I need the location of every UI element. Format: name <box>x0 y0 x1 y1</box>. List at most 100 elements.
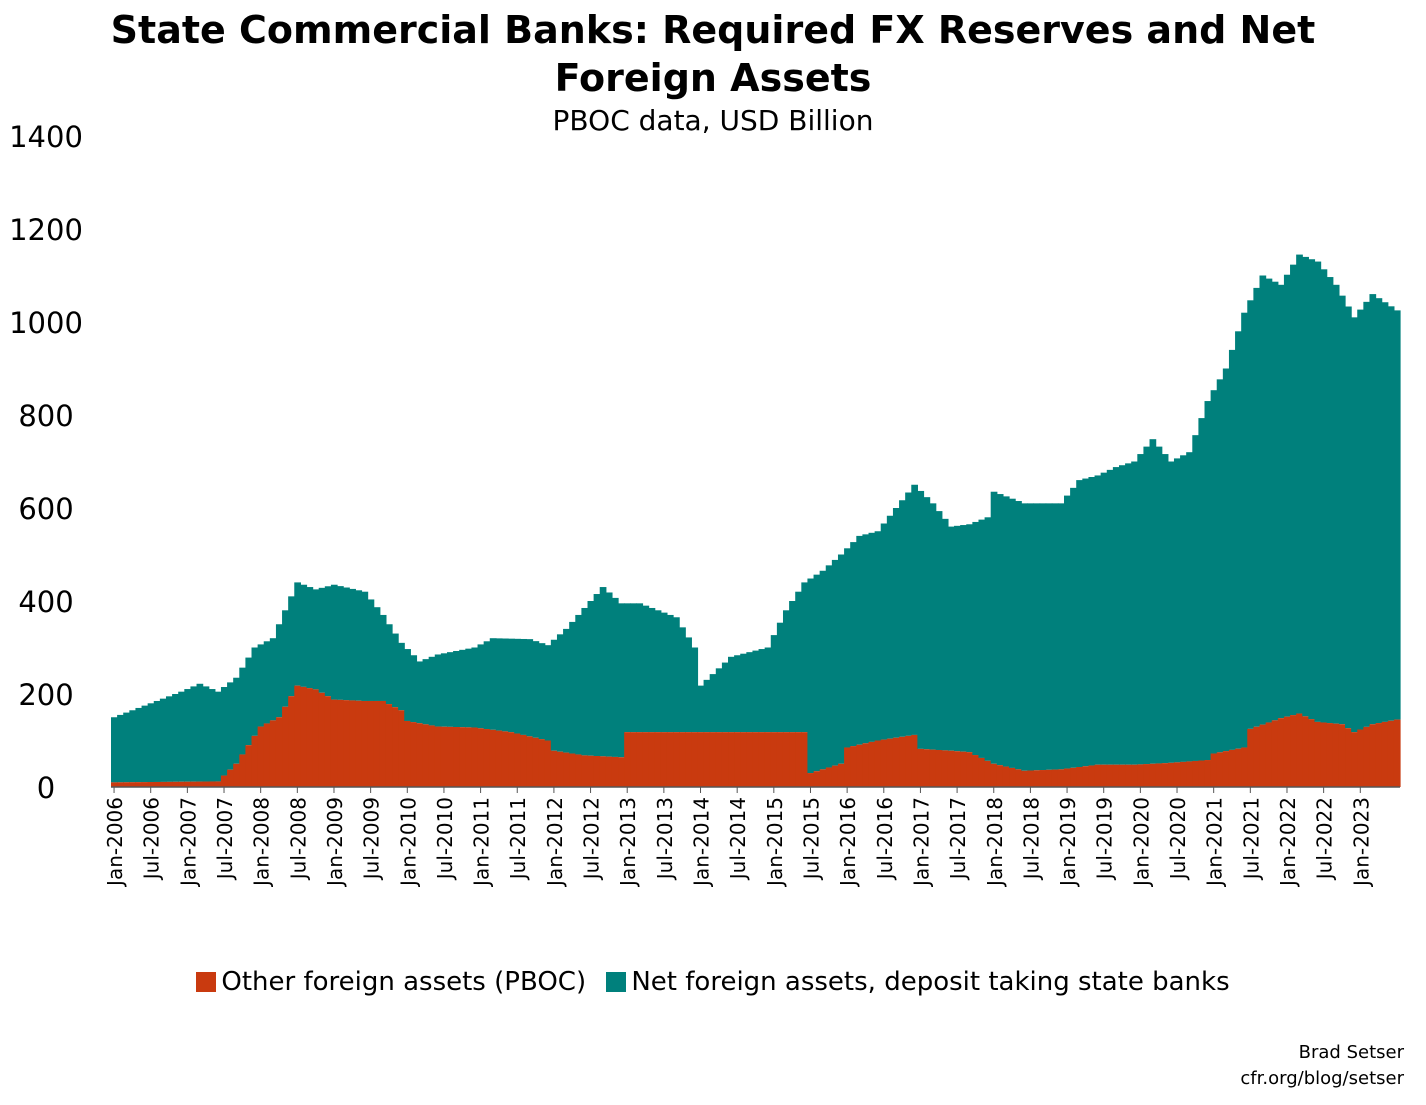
legend-label: Net foreign assets, deposit taking state… <box>631 967 1230 997</box>
bar-net-foreign-assets <box>1143 446 1151 765</box>
bar-other-foreign-assets <box>227 769 234 787</box>
bar-other-foreign-assets <box>129 782 137 787</box>
bar-other-foreign-assets <box>569 753 576 787</box>
bar-other-foreign-assets <box>184 781 192 787</box>
x-tick-label: Jul-2011 <box>506 797 530 881</box>
bar-other-foreign-assets <box>306 688 314 787</box>
bar-other-foreign-assets <box>196 781 204 787</box>
bar-net-foreign-assets <box>1100 472 1108 765</box>
y-tick-label: 1200 <box>9 213 83 247</box>
bar-net-foreign-assets <box>447 652 454 727</box>
bar-other-foreign-assets <box>1345 728 1352 787</box>
bar-net-foreign-assets <box>434 654 442 727</box>
bar-net-foreign-assets <box>275 624 283 718</box>
bar-other-foreign-assets <box>886 738 894 787</box>
bar-other-foreign-assets <box>1070 767 1077 787</box>
bar-other-foreign-assets <box>856 744 864 787</box>
bar-net-foreign-assets <box>117 714 124 783</box>
bar-net-foreign-assets <box>196 683 204 782</box>
bar-net-foreign-assets <box>453 650 460 728</box>
bar-other-foreign-assets <box>776 732 784 787</box>
bar-net-foreign-assets <box>1045 503 1053 770</box>
bar-net-foreign-assets <box>618 603 625 758</box>
bar-net-foreign-assets <box>355 590 363 701</box>
bar-net-foreign-assets <box>202 686 210 782</box>
bar-net-foreign-assets <box>905 492 912 736</box>
bar-other-foreign-assets <box>709 732 717 787</box>
bar-net-foreign-assets <box>227 682 234 770</box>
bar-net-foreign-assets <box>740 653 747 733</box>
bar-other-foreign-assets <box>544 740 552 787</box>
bar-net-foreign-assets <box>1064 495 1071 769</box>
y-tick-label: 400 <box>18 585 73 619</box>
bar-net-foreign-assets <box>251 647 259 736</box>
bar-net-foreign-assets <box>1161 454 1169 764</box>
bar-net-foreign-assets <box>1027 503 1035 771</box>
bar-net-foreign-assets <box>746 652 754 733</box>
bar-net-foreign-assets <box>709 674 717 733</box>
bar-other-foreign-assets <box>1235 748 1242 787</box>
bar-other-foreign-assets <box>385 704 393 787</box>
bar-net-foreign-assets <box>636 603 644 733</box>
bar-net-foreign-assets <box>172 694 179 782</box>
bar-net-foreign-assets <box>165 696 173 782</box>
bar-net-foreign-assets <box>831 559 839 766</box>
bar-net-foreign-assets <box>1387 306 1395 721</box>
bar-other-foreign-assets <box>1015 769 1022 787</box>
bar-other-foreign-assets <box>764 732 772 787</box>
y-tick-label: 0 <box>37 771 55 805</box>
bar-other-foreign-assets <box>611 756 619 787</box>
bar-net-foreign-assets <box>947 526 955 751</box>
bar-net-foreign-assets <box>1363 301 1371 727</box>
bar-other-foreign-assets <box>1277 718 1285 787</box>
bar-other-foreign-assets <box>966 752 973 788</box>
bar-net-foreign-assets <box>697 685 705 733</box>
x-tick-label: Jul-2022 <box>1313 797 1337 881</box>
bar-net-foreign-assets <box>1180 455 1187 762</box>
bar-net-foreign-assets <box>257 644 265 727</box>
bar-other-foreign-assets <box>685 732 692 787</box>
bar-other-foreign-assets <box>1082 766 1090 787</box>
bar-net-foreign-assets <box>837 554 845 764</box>
bar-net-foreign-assets <box>728 656 735 733</box>
legend-label: Other foreign assets (PBOC) <box>221 967 587 997</box>
bar-other-foreign-assets <box>483 729 491 787</box>
bar-other-foreign-assets <box>1186 761 1193 787</box>
bar-net-foreign-assets <box>220 687 228 776</box>
bar-net-foreign-assets <box>178 691 185 782</box>
bar-net-foreign-assets <box>1296 254 1303 714</box>
bar-other-foreign-assets <box>923 749 931 787</box>
bar-other-foreign-assets <box>954 751 961 787</box>
bar-net-foreign-assets <box>520 638 528 735</box>
bar-other-foreign-assets <box>1363 726 1371 787</box>
bar-other-foreign-assets <box>343 700 350 787</box>
bar-net-foreign-assets <box>624 603 631 733</box>
bar-net-foreign-assets <box>544 645 552 741</box>
bar-other-foreign-assets <box>563 752 570 787</box>
bar-other-foreign-assets <box>556 751 564 787</box>
bar-net-foreign-assets <box>1198 418 1206 761</box>
bar-other-foreign-assets <box>624 732 631 787</box>
x-tick-label: Jan-2019 <box>1056 797 1080 888</box>
bar-other-foreign-assets <box>1064 768 1071 787</box>
bar-net-foreign-assets <box>459 649 466 728</box>
bar-other-foreign-assets <box>789 732 796 787</box>
bar-net-foreign-assets <box>526 639 534 737</box>
bar-other-foreign-assets <box>1033 770 1041 787</box>
y-tick-label: 800 <box>18 399 73 433</box>
bar-net-foreign-assets <box>1131 461 1138 765</box>
bar-other-foreign-assets <box>373 700 381 787</box>
bar-net-foreign-assets <box>844 548 851 748</box>
bar-net-foreign-assets <box>679 627 686 733</box>
bar-net-foreign-assets <box>214 691 222 782</box>
bar-net-foreign-assets <box>159 698 167 782</box>
bar-other-foreign-assets <box>984 760 992 787</box>
bar-other-foreign-assets <box>990 763 998 787</box>
credit-url: cfr.org/blog/setser <box>1240 1068 1404 1089</box>
bar-other-foreign-assets <box>654 732 662 787</box>
bar-other-foreign-assets <box>679 732 686 787</box>
bar-net-foreign-assets <box>611 597 619 757</box>
bar-other-foreign-assets <box>514 733 521 787</box>
bar-other-foreign-assets <box>202 781 210 787</box>
